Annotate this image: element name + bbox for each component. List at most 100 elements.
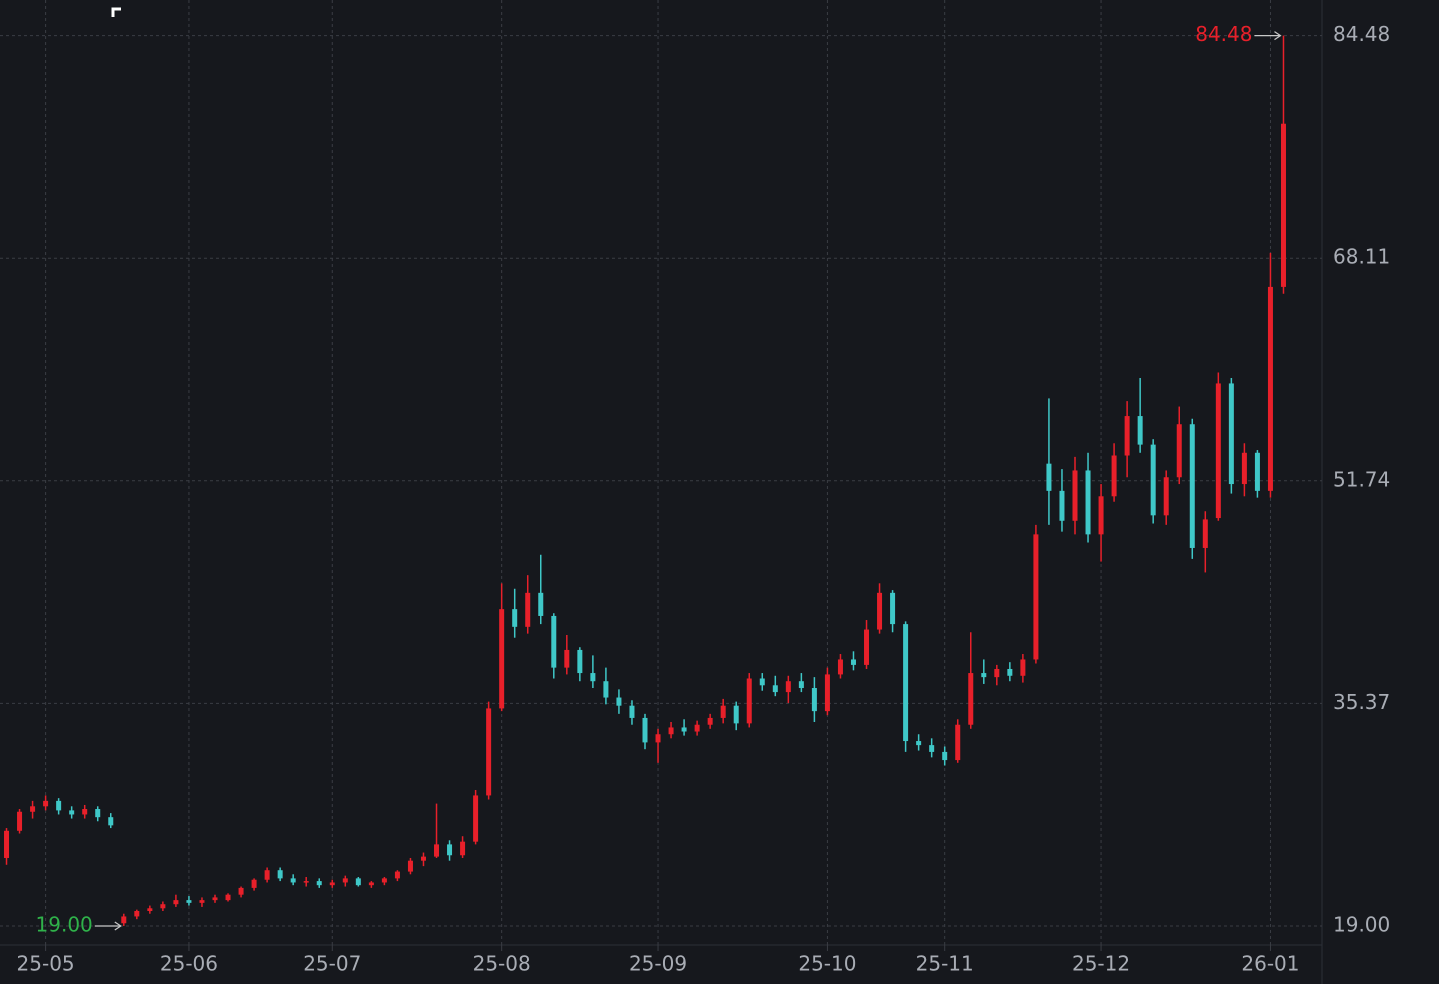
candle-body	[1085, 470, 1091, 535]
candle-body	[316, 881, 322, 886]
candle-body	[877, 592, 883, 630]
candle-body	[694, 724, 700, 732]
candle-body	[1202, 519, 1208, 548]
candle-body	[355, 878, 361, 886]
candle-body	[1267, 286, 1273, 491]
x-tick-label: 25-05	[17, 952, 75, 976]
candle-body	[590, 673, 596, 682]
candle-body	[17, 811, 23, 831]
candle-body	[551, 615, 557, 668]
y-tick-label: 68.11	[1333, 245, 1390, 269]
x-tick-label: 25-06	[160, 952, 218, 976]
y-tick-label: 35.37	[1333, 690, 1390, 714]
candle-body	[381, 878, 387, 883]
candle-body	[772, 685, 778, 693]
candle-body	[225, 894, 231, 901]
candle-body	[1150, 444, 1156, 516]
candle-body	[1189, 424, 1195, 548]
candle-body	[837, 659, 843, 675]
candle-body	[486, 708, 492, 796]
x-tick-label: 25-08	[473, 952, 531, 976]
candle-body	[1020, 659, 1026, 676]
candle-body	[1072, 470, 1078, 521]
x-tick-label: 25-12	[1072, 952, 1130, 976]
candle-body	[1059, 490, 1065, 521]
y-tick-label: 19.00	[1333, 912, 1390, 936]
candle-body	[655, 734, 661, 743]
candle-body	[121, 916, 127, 924]
candle-body	[707, 717, 713, 725]
candle-body	[746, 678, 752, 724]
candle-body	[1254, 452, 1260, 491]
annotation-label: 84.48	[1195, 22, 1252, 46]
candle-body	[1215, 383, 1221, 519]
candle-body	[1111, 455, 1117, 497]
annotation-arrow-head	[114, 921, 122, 931]
candle-body	[434, 844, 440, 857]
candle-body	[329, 882, 335, 886]
candle-body	[850, 659, 856, 665]
candle-body	[1137, 416, 1143, 445]
y-tick-label: 51.74	[1333, 467, 1390, 491]
candle-body	[95, 809, 101, 818]
candle-body	[512, 609, 518, 627]
candle-body	[303, 881, 309, 883]
candle-body	[564, 649, 570, 668]
candle-body	[473, 795, 479, 842]
candle-body	[460, 841, 466, 856]
annotation-arrow-head	[1274, 31, 1282, 41]
y-tick-label: 84.48	[1333, 22, 1390, 46]
candle-body	[82, 809, 88, 815]
candle-body	[642, 717, 648, 743]
x-tick-label: 25-10	[798, 952, 856, 976]
candle-body	[916, 741, 922, 746]
candle-body	[251, 879, 257, 888]
candle-body	[342, 878, 348, 883]
candle-body	[577, 649, 583, 674]
candle-body	[1124, 416, 1130, 456]
candle-body	[199, 900, 205, 903]
candle-body	[1033, 534, 1039, 660]
candle-body	[1007, 668, 1013, 676]
candle-body	[4, 830, 10, 858]
candle-body	[681, 727, 687, 732]
candle-body	[994, 668, 1000, 678]
candle-body	[69, 810, 75, 815]
candle-body	[968, 673, 974, 725]
candle-body	[30, 806, 36, 812]
annotation-label: 19.00	[36, 912, 93, 936]
candle-body	[212, 897, 218, 901]
candle-body	[629, 705, 635, 718]
candle-body	[785, 681, 791, 693]
candle-body	[616, 697, 622, 706]
candle-body	[277, 870, 283, 879]
candle-body	[1163, 477, 1169, 516]
candle-body	[56, 800, 62, 811]
candle-body	[864, 629, 870, 665]
candle-body	[173, 900, 179, 905]
candle-body	[1098, 496, 1104, 535]
candle-body	[186, 900, 192, 903]
candle-body	[447, 844, 453, 856]
candle-body	[903, 624, 909, 742]
candle-body	[603, 681, 609, 698]
candle-body	[942, 751, 948, 761]
candle-body	[238, 887, 244, 895]
candle-body	[147, 908, 153, 912]
candle-body	[108, 817, 114, 826]
candle-body	[1280, 123, 1286, 287]
candle-body	[368, 882, 374, 886]
candle-body	[290, 878, 296, 883]
candle-body	[733, 705, 739, 724]
candle-body	[1228, 383, 1234, 485]
x-tick-label: 25-09	[629, 952, 687, 976]
x-tick-label: 25-07	[303, 952, 361, 976]
candle-body	[1176, 424, 1182, 478]
candle-body	[720, 705, 726, 718]
x-tick-label: 25-11	[916, 952, 974, 976]
candle-body	[811, 688, 817, 712]
candle-body	[394, 871, 400, 879]
corner-marker	[111, 7, 121, 17]
